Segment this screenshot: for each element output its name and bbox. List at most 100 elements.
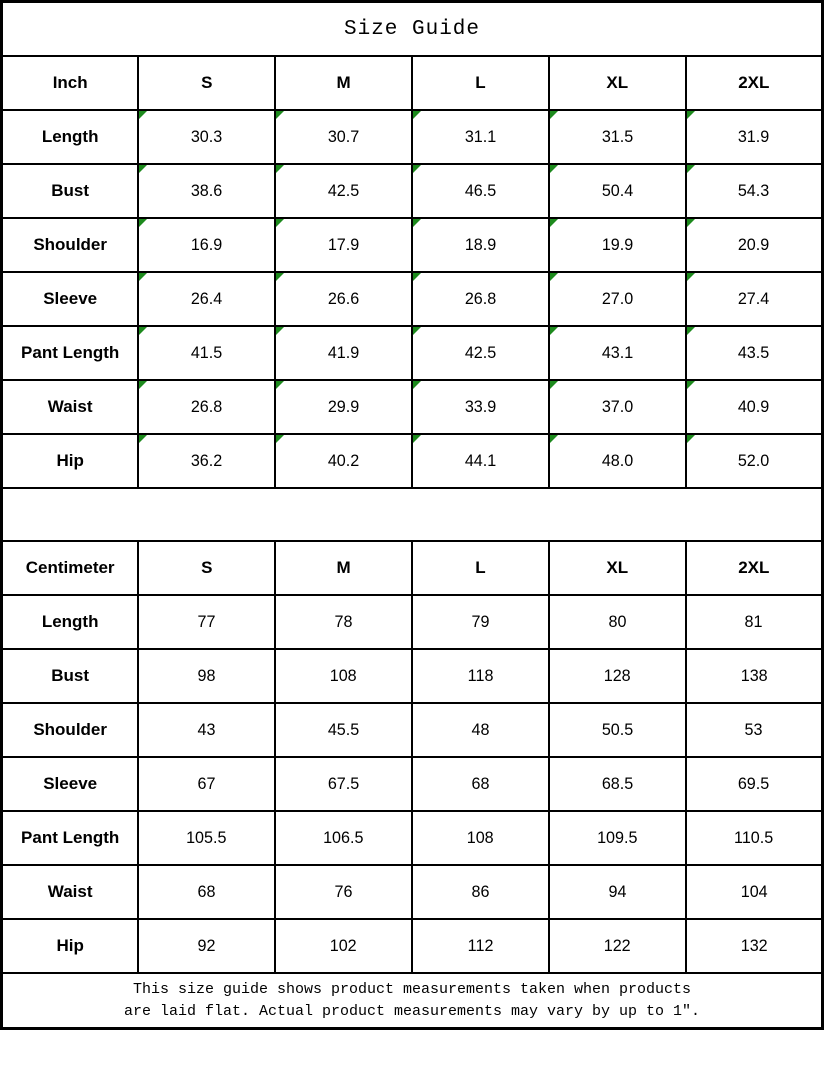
value-text: 78 bbox=[334, 612, 353, 631]
value-cell: 102 bbox=[274, 918, 413, 974]
value-cell: 92 bbox=[137, 918, 277, 974]
value-text: 68 bbox=[197, 882, 216, 901]
value-cell: 43 bbox=[137, 702, 277, 758]
excel-flag-corner-icon bbox=[549, 435, 558, 443]
spacer-cell bbox=[1, 487, 823, 542]
row-label: Hip bbox=[0, 918, 140, 974]
row-label: Bust bbox=[0, 163, 140, 219]
value-text: 26.8 bbox=[191, 397, 223, 416]
excel-flag-corner-icon bbox=[686, 219, 695, 227]
value-text: 18.9 bbox=[464, 235, 497, 254]
value-cell: 37.0 bbox=[547, 379, 687, 435]
table-row: Pant Length 105.5 106.5 108 109.5 110.5 bbox=[0, 810, 824, 866]
value-text: 16.9 bbox=[191, 235, 223, 254]
value-cell: 18.9 bbox=[410, 217, 550, 273]
value-cell: 86 bbox=[410, 864, 550, 920]
excel-flag-corner-icon bbox=[276, 381, 285, 389]
value-text: 53 bbox=[744, 720, 763, 739]
value-text: 20.9 bbox=[738, 235, 770, 254]
value-cell: 110.5 bbox=[684, 810, 824, 866]
value-text: 122 bbox=[603, 936, 631, 955]
value-text: 86 bbox=[471, 882, 490, 901]
table-row: Pant Length 41.5 41.9 42.5 43.1 43.5 bbox=[0, 325, 824, 381]
size-column-header: M bbox=[274, 540, 413, 596]
value-text: 112 bbox=[467, 936, 494, 955]
value-cell: 48 bbox=[410, 702, 550, 758]
value-text: 19.9 bbox=[601, 235, 633, 254]
title-cell: Size Guide bbox=[1, 0, 823, 57]
table-row: Length 77 78 79 80 81 bbox=[0, 594, 824, 650]
value-text: 31.5 bbox=[601, 127, 633, 146]
value-cell: 26.8 bbox=[137, 379, 277, 435]
value-cell: 112 bbox=[410, 918, 550, 974]
excel-flag-corner-icon bbox=[549, 381, 558, 389]
value-cell: 41.5 bbox=[137, 325, 277, 381]
excel-flag-corner-icon bbox=[549, 219, 558, 227]
value-cell: 40.9 bbox=[684, 379, 824, 435]
value-text: 41.9 bbox=[327, 343, 360, 362]
value-cell: 46.5 bbox=[410, 163, 550, 219]
excel-flag-corner-icon bbox=[686, 165, 695, 173]
value-text: 92 bbox=[197, 936, 216, 955]
value-cell: 80 bbox=[547, 594, 687, 650]
size-column-header: M bbox=[274, 55, 413, 111]
value-text: 104 bbox=[740, 882, 768, 901]
excel-flag-corner-icon bbox=[412, 219, 421, 227]
value-cell: 31.9 bbox=[684, 109, 824, 165]
table-row: Length 30.3 30.7 31.1 31.5 31.9 bbox=[0, 109, 824, 165]
page-title: Size Guide bbox=[343, 17, 481, 41]
value-text: 43.1 bbox=[601, 343, 633, 362]
footer-note-line1: This size guide shows product measuremen… bbox=[132, 980, 692, 998]
footer-note: This size guide shows product measuremen… bbox=[3, 979, 821, 1023]
value-cell: 54.3 bbox=[684, 163, 824, 219]
value-cell: 81 bbox=[684, 594, 824, 650]
table-row: Hip 92 102 112 122 132 bbox=[0, 918, 824, 974]
value-text: 42.5 bbox=[327, 181, 360, 200]
excel-flag-corner-icon bbox=[139, 435, 148, 443]
table-row: Sleeve 67 67.5 68 68.5 69.5 bbox=[0, 756, 824, 812]
value-text: 31.9 bbox=[738, 127, 770, 146]
value-cell: 52.0 bbox=[684, 433, 824, 489]
excel-flag-corner-icon bbox=[686, 381, 695, 389]
value-text: 42.5 bbox=[464, 343, 497, 362]
value-cell: 30.7 bbox=[274, 109, 413, 165]
excel-flag-corner-icon bbox=[276, 219, 285, 227]
value-text: 30.3 bbox=[191, 127, 223, 146]
value-text: 44.1 bbox=[464, 451, 497, 470]
value-cell: 77 bbox=[137, 594, 277, 650]
value-cell: 78 bbox=[274, 594, 413, 650]
value-text: 48.0 bbox=[601, 451, 633, 470]
value-cell: 50.4 bbox=[547, 163, 687, 219]
value-text: 48 bbox=[471, 720, 490, 739]
value-cell: 105.5 bbox=[137, 810, 277, 866]
value-text: 132 bbox=[740, 936, 768, 955]
row-label: Shoulder bbox=[0, 702, 140, 758]
table-row: Sleeve 26.4 26.6 26.8 27.0 27.4 bbox=[0, 271, 824, 327]
value-text: 41.5 bbox=[191, 343, 223, 362]
value-text: 54.3 bbox=[738, 181, 770, 200]
inch-header-row: Inch S M L XL 2XL bbox=[0, 55, 824, 111]
value-text: 33.9 bbox=[464, 397, 497, 416]
value-cell: 43.5 bbox=[684, 325, 824, 381]
size-column-header: 2XL bbox=[684, 55, 824, 111]
value-cell: 26.4 bbox=[137, 271, 277, 327]
value-text: 118 bbox=[467, 666, 494, 685]
value-cell: 16.9 bbox=[137, 217, 277, 273]
value-text: 108 bbox=[466, 828, 494, 847]
value-cell: 98 bbox=[137, 648, 277, 704]
value-cell: 68 bbox=[410, 756, 550, 812]
value-text: 110.5 bbox=[734, 828, 774, 847]
table-row: Bust 38.6 42.5 46.5 50.4 54.3 bbox=[0, 163, 824, 219]
value-cell: 31.5 bbox=[547, 109, 687, 165]
row-label: Length bbox=[0, 109, 140, 165]
excel-flag-corner-icon bbox=[686, 327, 695, 335]
row-label: Sleeve bbox=[0, 756, 140, 812]
excel-flag-corner-icon bbox=[412, 165, 421, 173]
row-label: Pant Length bbox=[0, 810, 140, 866]
value-cell: 29.9 bbox=[274, 379, 413, 435]
value-cell: 108 bbox=[410, 810, 550, 866]
excel-flag-corner-icon bbox=[412, 111, 421, 119]
value-text: 29.9 bbox=[327, 397, 360, 416]
excel-flag-corner-icon bbox=[412, 273, 421, 281]
value-text: 76 bbox=[334, 882, 353, 901]
